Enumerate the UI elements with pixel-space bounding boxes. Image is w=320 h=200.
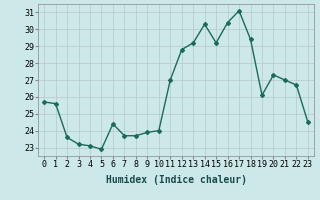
X-axis label: Humidex (Indice chaleur): Humidex (Indice chaleur) (106, 175, 246, 185)
